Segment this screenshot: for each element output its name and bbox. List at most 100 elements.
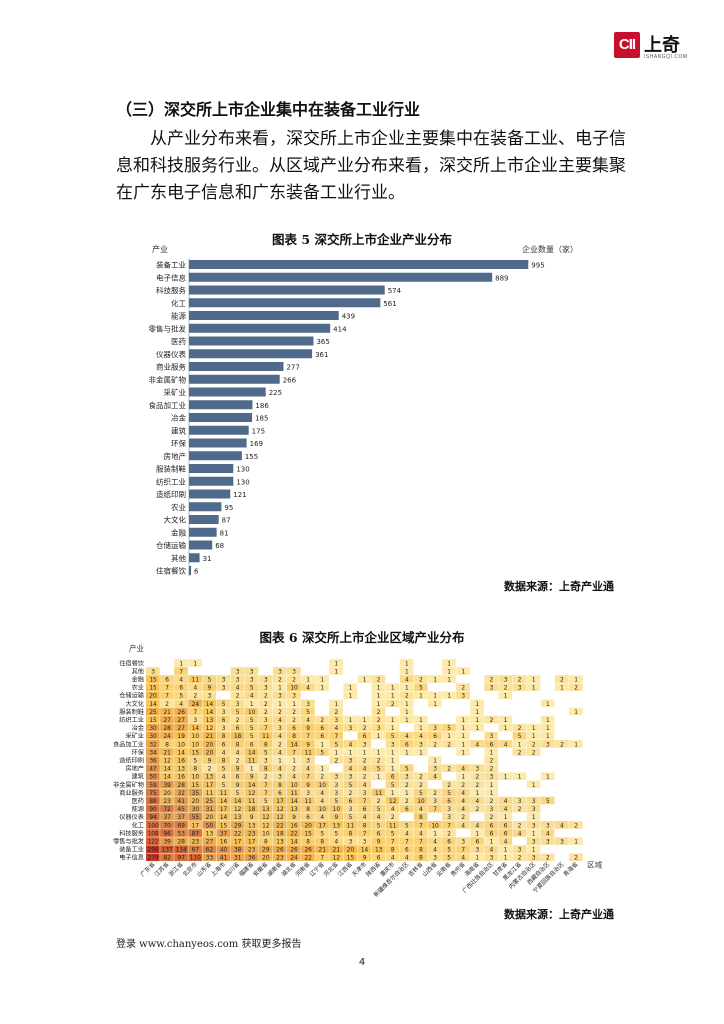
heat-cell	[484, 740, 499, 748]
heat-cell	[540, 740, 555, 748]
heat-cell	[272, 731, 287, 740]
cell-value: 2	[405, 694, 409, 700]
cell-value: 40	[220, 848, 228, 854]
heat-cell	[413, 845, 428, 853]
cell-value: 2	[419, 783, 423, 789]
heat-cell	[484, 764, 499, 772]
bar-value-label: 130	[236, 466, 249, 474]
cell-value: 3	[264, 759, 268, 765]
heat-cell	[301, 675, 315, 683]
heat-cell	[272, 756, 287, 764]
column-label: 广东省	[138, 860, 156, 878]
heat-cell	[456, 748, 470, 756]
heat-cell	[413, 691, 428, 700]
heat-cell	[343, 740, 358, 748]
heat-cell	[301, 715, 315, 724]
cell-value: 14	[178, 750, 186, 756]
cell-value: 8	[349, 831, 353, 837]
row-label: 食品加工业	[113, 740, 144, 748]
heat-cell	[244, 707, 259, 716]
heat-cell	[174, 804, 188, 813]
cell-value: 4	[405, 831, 409, 837]
heat-cell	[301, 740, 315, 748]
cell-value: 6	[222, 742, 226, 748]
cell-value: 3	[264, 718, 268, 724]
heat-cell	[484, 772, 499, 781]
heat-cell	[371, 772, 386, 781]
footer-link[interactable]: 登录 www.chanyeos.com 获取更多报告	[116, 939, 302, 950]
heat-cell	[287, 764, 301, 772]
cell-value: 18	[276, 831, 284, 837]
cell-value: 12	[262, 815, 270, 821]
cell-value: 8	[264, 742, 268, 748]
heat-cell	[230, 796, 245, 805]
cell-value: 1	[377, 734, 381, 740]
heat-cell	[357, 740, 372, 748]
cell-value: 5	[222, 702, 226, 708]
heat-cell	[315, 675, 329, 683]
heat-cell	[188, 837, 202, 845]
cell-value: 4	[349, 767, 353, 773]
cell-value: 3	[278, 775, 282, 781]
category-label: 服装制鞋	[156, 464, 186, 474]
heat-cell	[399, 804, 414, 813]
cell-value: 7	[363, 799, 367, 805]
cell-value: 28	[178, 783, 186, 789]
heat-cell	[174, 691, 188, 700]
cell-value: 2	[391, 702, 395, 708]
heat-cell	[301, 764, 315, 772]
cell-value: 4	[292, 775, 296, 781]
row-label: 零售与批发	[113, 838, 144, 846]
heat-cell	[301, 780, 315, 789]
heat-cell	[357, 853, 372, 862]
heat-cell	[357, 829, 372, 837]
heat-cell	[512, 731, 527, 740]
heat-cell	[216, 829, 231, 837]
cell-value: 3	[546, 840, 550, 846]
cell-value: 1	[419, 694, 423, 700]
heat-cell	[258, 829, 273, 837]
heat-cell	[540, 829, 555, 837]
cell-value: 3	[306, 759, 310, 765]
heat-cell	[174, 853, 188, 862]
heat-cell	[230, 740, 245, 748]
cell-value: 7	[306, 775, 310, 781]
heat-cell	[554, 821, 569, 829]
cell-value: 88	[149, 799, 157, 805]
heat-cell	[216, 756, 231, 764]
cell-value: 6	[320, 734, 324, 740]
cell-value: 37	[163, 815, 171, 821]
cell-value: 3	[222, 678, 226, 684]
heat-cell	[244, 829, 259, 837]
heat-cell	[160, 715, 174, 724]
heat-cell	[202, 837, 217, 845]
heat-cell	[272, 829, 287, 837]
cell-value: 3	[433, 726, 437, 732]
cell-value: 12	[262, 823, 270, 829]
cell-value: 3	[349, 726, 353, 732]
cell-value: 5	[391, 783, 395, 789]
cell-value: 6	[475, 840, 479, 846]
heat-cell	[230, 772, 245, 781]
heat-cell	[315, 748, 329, 756]
cell-value: 2	[546, 856, 550, 862]
row-label: 农业	[132, 684, 144, 692]
row-label: 金融	[132, 676, 144, 684]
cell-value: 10	[333, 807, 341, 813]
row-label: 纺织工业	[119, 716, 144, 724]
bar	[189, 260, 529, 269]
heat-cell	[526, 723, 541, 732]
heat-cell	[456, 740, 470, 748]
cell-value: 3	[461, 840, 465, 846]
cell-value: 4	[334, 840, 338, 846]
cell-value: 2	[560, 678, 564, 684]
cell-value: 7	[264, 791, 268, 797]
heat-cell	[244, 715, 259, 724]
heat-cell	[371, 715, 386, 724]
cell-value: 6	[490, 823, 494, 829]
heat-cell	[188, 748, 202, 756]
row-label: 商业服务	[119, 789, 144, 797]
cell-value: 14	[206, 702, 214, 708]
bar-value-label: 130	[236, 478, 249, 486]
cell-value: 2	[349, 791, 353, 797]
